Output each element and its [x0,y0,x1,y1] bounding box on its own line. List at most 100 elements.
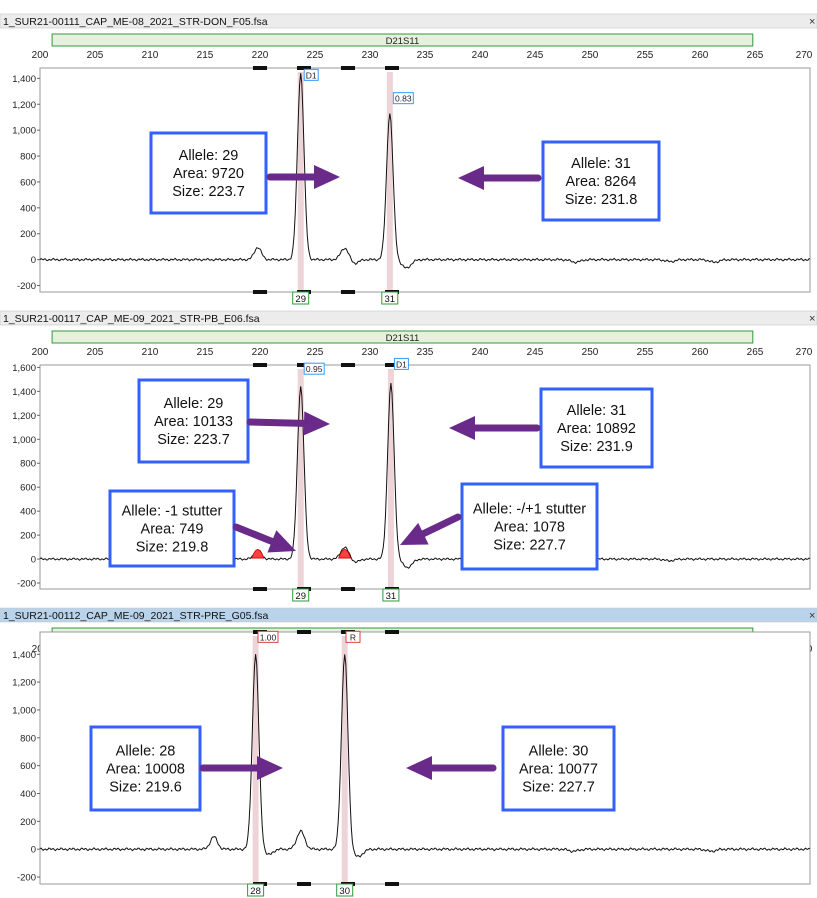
bin-marker-top [385,363,399,367]
close-icon[interactable]: × [809,313,815,325]
callout-text: Area: 10133 [154,414,233,430]
y-tick-label: 0 [31,555,36,566]
peak-label-box [257,630,279,643]
allele-callout: Allele: 29 Area: 10133 Size: 223.7 [137,378,330,464]
x-tick-label: 260 [692,50,709,61]
x-tick-label: 215 [197,347,214,358]
allele-bin-band [386,72,393,290]
callout-text: Area: 749 [141,522,204,538]
allele-bin-band [341,636,348,882]
allele-label-box[interactable] [336,883,354,897]
allele-bin-band [387,369,394,587]
locus-name: D21S11 [386,36,420,47]
y-tick-label: 1,000 [12,126,36,137]
x-tick-label: 225 [307,347,324,358]
y-tick-label: 400 [20,507,36,518]
x-tick-label: 220 [252,347,269,358]
x-axis: 200 205 210 215 220 225 230 235 240 245 250 255 260 2… [32,50,813,61]
x-tick-label: 235 [417,347,434,358]
x-tick-label: 245 [527,50,544,61]
callout-text: Area: 8264 [566,174,637,190]
callout-text: Size: 219.6 [109,780,182,796]
file-name: 1_SUR21-00111_CAP_ME-08_2021_STR-DON_F05… [3,16,268,28]
allele-bin-band [297,369,304,587]
bin-marker-bottom [341,290,355,294]
arrow-head-icon [257,756,283,780]
callout-text: Area: 10008 [106,762,185,778]
x-tick-label: 240 [472,50,489,61]
bin-marker-top [297,630,311,634]
y-axis: 1,600 1,400 1,200 1,000 800 600 400 200 0 -200 [12,363,40,590]
y-tick-label: 400 [20,789,36,800]
trace-line [39,73,811,269]
peak-label: R [350,632,356,642]
y-tick-label: 800 [20,459,36,470]
y-tick-label: -200 [17,579,36,590]
callout-text: Allele: 31 [567,403,627,419]
stutter-peak-mark [338,549,352,559]
callout-text: Size: 227.7 [522,780,595,796]
bin-marker-bottom [297,882,311,886]
allele-label-box[interactable] [292,588,310,602]
callout-text: Allele: -1 stutter [122,504,223,520]
locus-marker-bar[interactable] [51,33,754,47]
allele-label-box[interactable] [292,291,310,305]
close-icon[interactable]: × [809,610,815,622]
sample-panel: 1_SUR21-00117_CAP_ME-09_2021_STR-PB_E06.… [0,310,817,602]
allele-label: 31 [385,294,396,305]
callout-text: Allele: 30 [529,744,589,760]
callout-box [541,140,661,222]
y-tick-label: 0 [31,845,36,856]
callout-text: Size: 231.9 [560,439,633,455]
y-tick-label: -200 [17,281,36,292]
panel-title-bar[interactable] [0,13,817,29]
y-tick-label: 1,400 [12,74,36,85]
x-tick-label: 255 [637,50,654,61]
x-tick-label: 265 [747,50,764,61]
allele-label-box[interactable] [247,883,265,897]
y-tick-label: 400 [20,203,36,214]
y-axis: 1,400 1,200 1,000 800 600 400 200 0 -200 [12,650,40,884]
allele-label-box[interactable] [382,588,400,602]
x-tick-label: 260 [692,347,709,358]
y-tick-label: 200 [20,531,36,542]
arrow-head-icon [406,756,432,780]
panel-title-bar[interactable] [0,607,817,623]
y-tick-label: 1,400 [12,387,36,398]
panel-title-bar[interactable] [0,310,817,326]
bin-marker-top [297,66,311,70]
x-tick-label: 245 [527,347,544,358]
x-tick-label: 220 [252,50,269,61]
peak-label-box [393,357,409,370]
peak-label: D1 [396,359,407,369]
callout-box [460,482,599,571]
x-tick-label: 235 [417,50,434,61]
callout-text: Allele: 28 [116,744,176,760]
x-tick-label: 250 [582,347,599,358]
locus-marker-bar[interactable] [51,330,754,344]
x-tick-label: 240 [472,347,489,358]
bin-marker-top [385,630,399,634]
trace-line [39,654,811,858]
callout-text: Allele: 29 [164,396,224,412]
close-icon[interactable]: × [809,16,815,28]
y-tick-label: 1,200 [12,678,36,689]
x-tick-label: 270 [796,347,813,358]
y-axis: 1,400 1,200 1,000 800 600 400 200 0 -200 [12,74,40,292]
bin-marker-top [341,363,355,367]
x-tick-label: 225 [307,50,324,61]
allele-label-box[interactable] [381,291,399,305]
callout-box [108,489,236,568]
arrow-head-icon [458,166,484,190]
bin-marker-top [385,66,399,70]
allele-callout: Allele: -1 stutter Area: 749 Size: 219.8 [108,489,296,568]
callout-text: Area: 1078 [494,520,565,536]
callout-text: Allele: 29 [179,148,239,164]
y-tick-label: 800 [20,733,36,744]
allele-bin-band [252,636,259,882]
allele-callout: Allele: 29 Area: 9720 Size: 223.7 [149,131,340,215]
x-tick-label: 230 [362,50,379,61]
peak-label-box [392,92,414,105]
x-tick-label: 205 [87,347,104,358]
